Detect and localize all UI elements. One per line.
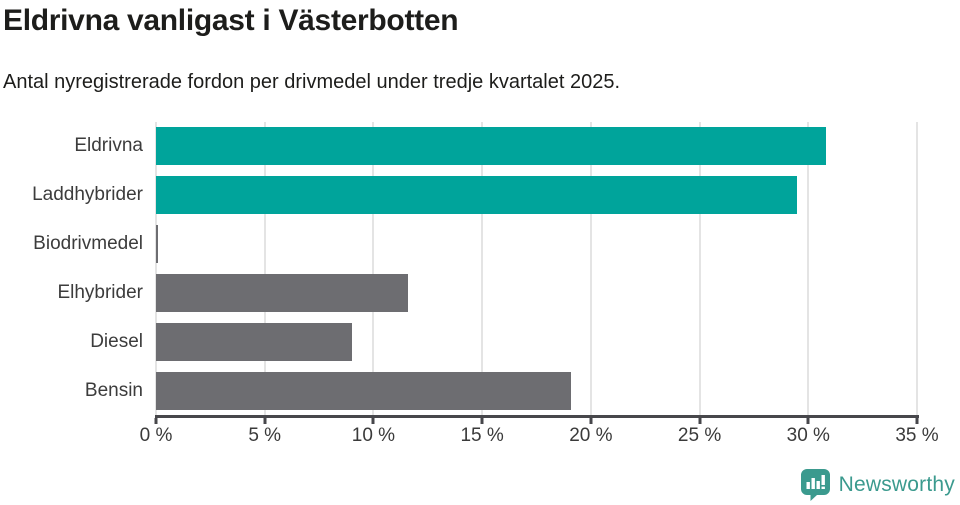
gridline — [372, 122, 375, 415]
gridline — [807, 122, 810, 415]
bar — [156, 322, 352, 361]
category-label: Eldrivna — [74, 135, 143, 157]
category-label: Elhybrider — [57, 281, 143, 303]
bar — [156, 176, 798, 215]
x-tick — [480, 418, 484, 424]
chart-title: Eldrivna vanligast i Västerbotten — [3, 4, 459, 37]
bar-row: Diesel — [90, 317, 917, 366]
x-tick-label: 20 % — [569, 425, 613, 446]
gridline — [155, 122, 157, 415]
bar-rows: Eldrivna Laddhybrider Biodrivmedel Elhybrid… — [32, 122, 917, 415]
chart-subtitle: Antal nyregistrerade fordon per drivmede… — [3, 71, 621, 93]
category-label: Bensin — [84, 379, 143, 401]
x-tick-label: 5 % — [248, 425, 282, 446]
bar-row: Bensin — [85, 366, 917, 415]
x-tick-label: 0 % — [139, 425, 173, 446]
bar-row: Elhybrider — [57, 268, 917, 317]
category-label: Diesel — [90, 330, 143, 352]
gridline — [589, 122, 592, 415]
bar — [156, 127, 826, 166]
gridline — [916, 122, 918, 415]
x-tick-label: 25 % — [677, 425, 722, 446]
bar — [156, 273, 409, 312]
x-tick — [915, 418, 919, 424]
category-label: Laddhybrider — [32, 184, 143, 206]
newsworthy-logo: Newsworthy — [800, 468, 955, 501]
x-tick — [263, 418, 267, 424]
x-tick-label: 30 % — [786, 425, 830, 446]
bar — [156, 225, 159, 264]
gridline — [263, 122, 266, 415]
bar-row: Eldrivna — [74, 122, 917, 171]
x-tick — [589, 418, 593, 424]
bar-row: Biodrivmedel — [33, 220, 917, 269]
category-label: Biodrivmedel — [33, 233, 143, 255]
x-tick-label: 15 % — [460, 425, 504, 446]
bar — [156, 371, 572, 410]
x-tick-label: 35 % — [895, 425, 939, 446]
bar-row: Laddhybrider — [32, 171, 917, 220]
x-tick — [154, 418, 158, 424]
gridline — [481, 122, 484, 415]
x-tick-label: 10 % — [351, 425, 396, 446]
x-axis-line — [155, 415, 919, 418]
newsworthy-logo-icon — [800, 469, 830, 501]
gridline — [698, 122, 701, 415]
plot-area: Eldrivna Laddhybrider Biodrivmedel Elhybrid… — [32, 122, 918, 415]
x-tick — [806, 418, 810, 424]
newsworthy-logo-text: Newsworthy — [838, 472, 955, 496]
x-tick — [371, 418, 375, 424]
x-tick — [698, 418, 702, 424]
